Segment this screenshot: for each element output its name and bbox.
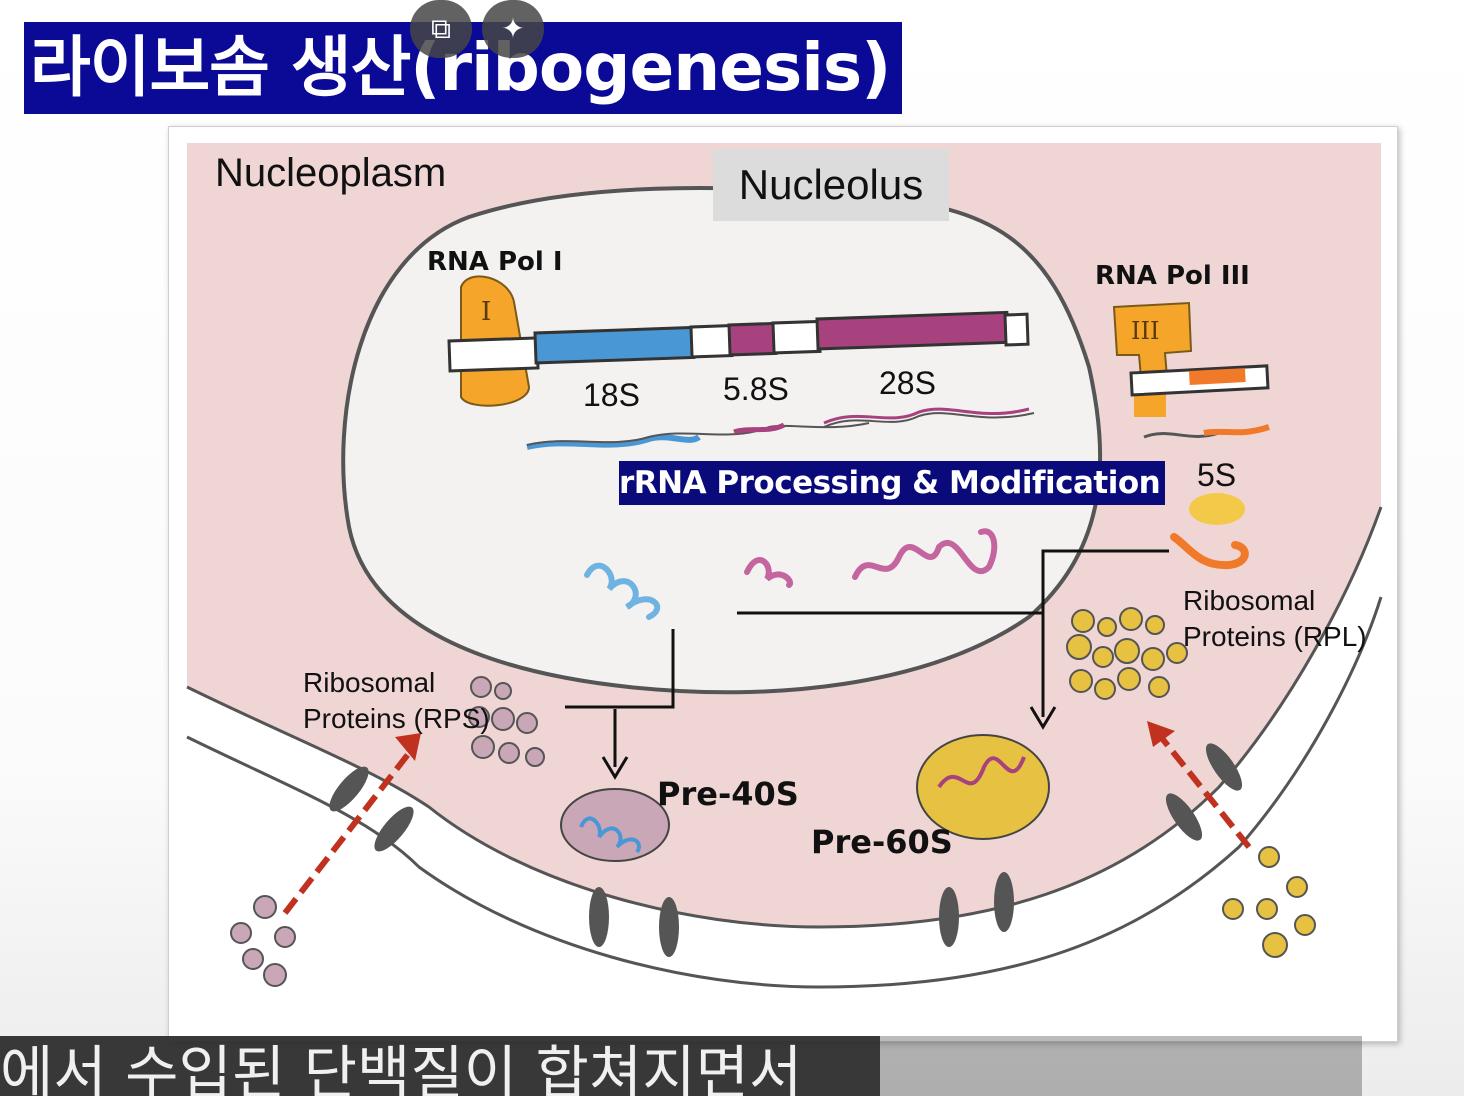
- rpl-proteins: [1066, 607, 1316, 958]
- 28s-label: 28S: [879, 365, 936, 401]
- sparkle-icon[interactable]: ✦: [482, 0, 544, 58]
- external-link-icon[interactable]: ⧉: [410, 0, 472, 58]
- ribogenesis-diagram: [186, 143, 1383, 1013]
- video-subtitle: 에서 수입된 단백질이 합쳐지면서: [0, 1036, 880, 1096]
- rpl-label-line1: Ribosomal: [1183, 585, 1316, 616]
- subtitle-shade: [880, 1036, 1362, 1096]
- pre-60s-label: Pre-60S: [811, 823, 953, 861]
- pre-60s-particle: [916, 734, 1050, 840]
- 5s-protein: [1189, 493, 1245, 525]
- 18s-rna: [526, 434, 701, 450]
- pre-40s-label: Pre-40S: [657, 775, 799, 813]
- rps-label-line2: Proteins (RPS): [303, 703, 490, 734]
- rna-pol-3-label: RNA Pol III: [1095, 261, 1250, 291]
- processed-28s: [852, 528, 998, 580]
- rna-pol-1-label: RNA Pol I: [427, 247, 563, 277]
- processed-5-8s: [744, 557, 794, 588]
- import-arrows: [282, 735, 1252, 915]
- rps-import-arrowhead: [395, 733, 421, 761]
- 18s-label: 18S: [583, 377, 640, 413]
- rpl-label-line2: Proteins (RPL): [1183, 621, 1367, 652]
- nucleolus-label: Nucleolus: [713, 149, 949, 221]
- 5s-complex: [1170, 533, 1249, 570]
- diagram-slide: Nucleoplasm Nucleolus RNA Pol I I RNA Po…: [168, 126, 1398, 1042]
- 28s-rna: [823, 407, 1030, 425]
- 5-8s-label: 5.8S: [723, 371, 789, 407]
- rps-label-line1: Ribosomal: [303, 667, 436, 698]
- rrna-processing-label: rRNA Processing & Modification: [619, 461, 1165, 505]
- nuclear-pores: [329, 743, 1243, 957]
- rps-proteins: [230, 676, 545, 987]
- processed-18s: [584, 562, 661, 620]
- pre-rrna-transcript: [447, 310, 1030, 373]
- flow-arrows: [565, 549, 1169, 780]
- 5s-rna: [1203, 424, 1270, 436]
- 5-8s-rna: [733, 422, 786, 435]
- rna-pol-1-glyph: I: [481, 297, 492, 327]
- nuclear-envelope-inner: [186, 506, 1383, 929]
- rna-pol-3-glyph: III: [1131, 317, 1160, 345]
- 5s-label: 5S: [1197, 457, 1237, 493]
- rpl-import-arrowhead: [1147, 721, 1175, 747]
- pre-40s-particle: [560, 788, 670, 862]
- cytoplasm-area: [187, 507, 1381, 1013]
- nucleoplasm-label: Nucleoplasm: [215, 151, 447, 195]
